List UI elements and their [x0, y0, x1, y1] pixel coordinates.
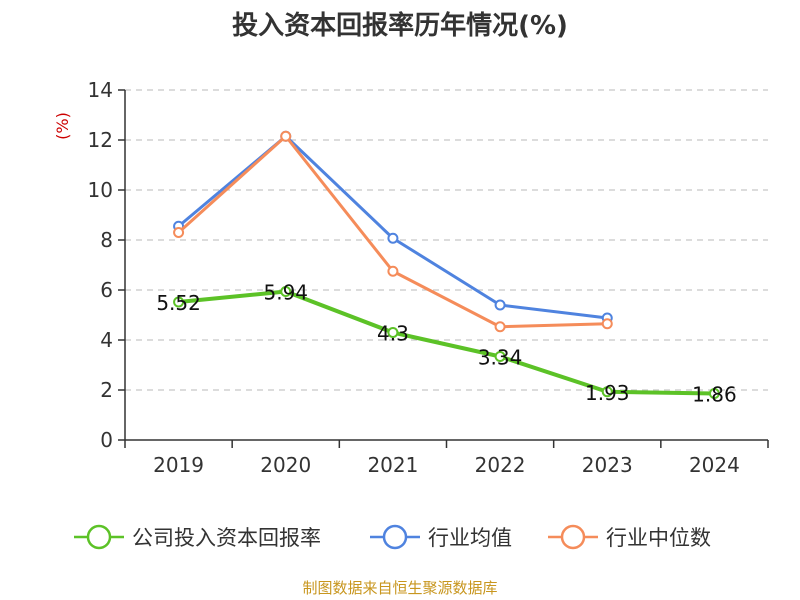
- y-tick-label: 6: [100, 278, 113, 302]
- data-label: 5.52: [156, 291, 201, 315]
- data-point: [280, 286, 292, 297]
- data-point: [173, 296, 185, 308]
- legend-marker: [86, 524, 112, 550]
- data-point: [387, 265, 399, 277]
- data-point: [280, 130, 292, 142]
- data-point: [387, 327, 399, 338]
- data-point: [601, 386, 613, 398]
- series-0: [173, 286, 720, 399]
- data-label: 1.86: [692, 383, 737, 407]
- series-line: [177, 134, 609, 329]
- legend-item-1: 行业均值: [370, 524, 512, 550]
- legend-item-0: 公司投入资本回报率: [74, 524, 321, 550]
- data-point: [494, 351, 506, 362]
- x-tick-label: 2024: [689, 453, 740, 477]
- data-point: [173, 227, 185, 238]
- axes: [124, 90, 768, 441]
- y-tick-label: 2: [100, 378, 113, 402]
- data-point: [494, 321, 506, 333]
- legend-label: 公司投入资本回报率: [132, 526, 321, 550]
- data-label: 1.93: [585, 381, 630, 405]
- legend-label: 行业均值: [428, 526, 512, 550]
- x-tick-label: 2023: [582, 453, 633, 477]
- legend-marker: [382, 524, 408, 550]
- y-tick-label: 10: [88, 178, 113, 202]
- y-tick-label: 4: [100, 328, 113, 352]
- data-labels: 5.52 5.94 4.3 3.34 1.93 1.86: [156, 281, 736, 407]
- source-note: 制图数据来自恒生聚源数据库: [302, 579, 497, 597]
- x-tick-label: 2019: [153, 453, 204, 477]
- data-point: [708, 388, 720, 399]
- x-axis-ticks: 2019 2020 2021 2022 2023 2024: [124, 440, 769, 477]
- data-point: [601, 318, 613, 330]
- data-label: 5.94: [263, 281, 308, 305]
- y-tick-label: 0: [100, 428, 113, 452]
- x-tick-label: 2020: [260, 453, 311, 477]
- y-tick-label: 12: [88, 128, 113, 152]
- data-label: 4.3: [377, 322, 409, 346]
- gridlines: [125, 89, 768, 391]
- y-axis-ticks: 0 2 4 6 8 10 12 14: [88, 78, 125, 452]
- data-label: 3.34: [478, 346, 523, 370]
- data-point: [494, 299, 506, 311]
- series-line: [177, 134, 609, 320]
- y-tick-label: 14: [88, 78, 113, 102]
- x-tick-label: 2022: [475, 453, 526, 477]
- series-group: [173, 130, 720, 399]
- legend-item-2: 行业中位数: [548, 524, 711, 550]
- series-1: [173, 130, 613, 324]
- series-line: [176, 289, 717, 396]
- legend-marker: [560, 524, 586, 550]
- legend-label: 行业中位数: [606, 526, 711, 550]
- y-tick-label: 8: [100, 228, 113, 252]
- x-tick-label: 2021: [367, 453, 418, 477]
- chart-title: 投入资本回报率历年情况(%): [232, 10, 568, 41]
- legend: 公司投入资本回报率 行业均值 行业中位数: [74, 524, 711, 550]
- data-point: [387, 232, 399, 244]
- series-2: [173, 130, 613, 333]
- y-axis-unit: (%): [53, 112, 72, 140]
